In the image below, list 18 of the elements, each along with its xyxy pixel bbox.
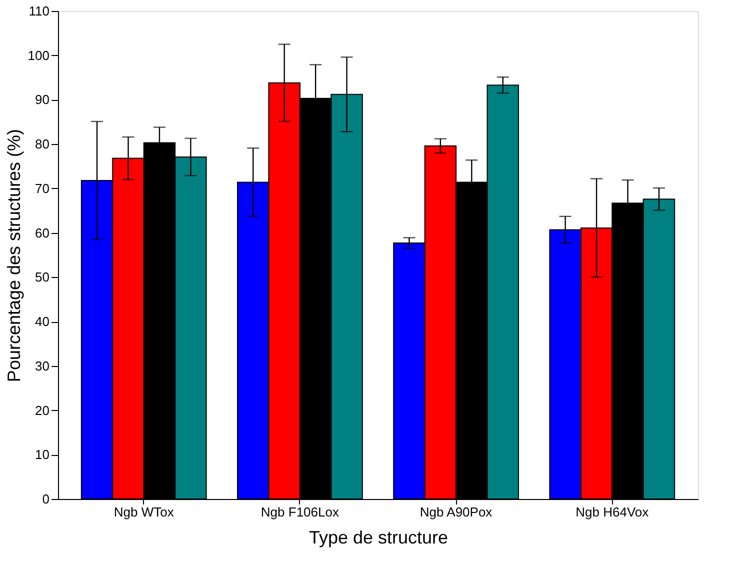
x-axis-title: Type de structure — [308, 528, 448, 548]
y-tick-label: 0 — [42, 492, 50, 506]
y-tick-label: 80 — [35, 136, 50, 152]
y-tick-label: 70 — [35, 180, 50, 196]
y-tick-label: 20 — [35, 402, 50, 418]
y-tick-label: 100 — [28, 48, 50, 63]
y-axis-title: Pourcentage des structures (%) — [4, 128, 24, 382]
y-tick-label: 30 — [35, 358, 50, 374]
x-tick-label: Ngb F106Lox — [260, 504, 340, 520]
y-tick-label: 90 — [35, 92, 50, 108]
x-tick-label: Ngb WTox — [114, 504, 174, 520]
x-tick-label: Ngb H64Vox — [576, 504, 650, 520]
y-tick-label: 40 — [35, 314, 50, 330]
x-tick-label: Ngb A90Pox — [420, 504, 493, 520]
y-tick-label: 60 — [35, 225, 50, 240]
y-tick-label: 50 — [35, 270, 50, 285]
y-tick-label: 10 — [35, 447, 50, 462]
y-tick-label: 110 — [28, 4, 50, 18]
